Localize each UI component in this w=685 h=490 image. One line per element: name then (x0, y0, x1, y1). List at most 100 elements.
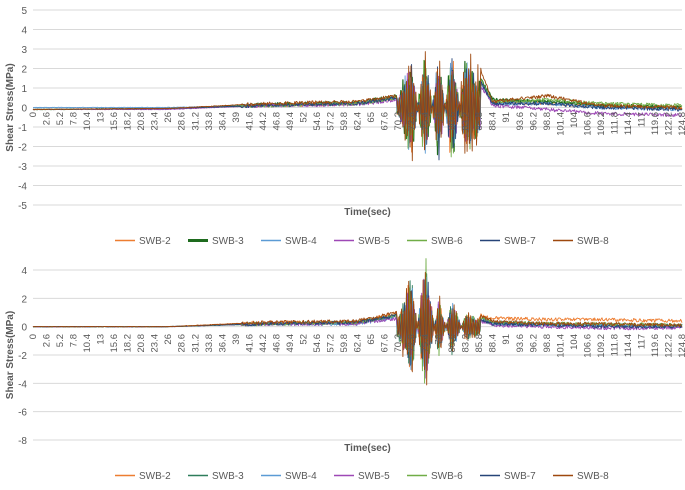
legend-label: SWB-2 (139, 471, 171, 482)
chart-top-x-ticks: 0 2.6 5.2 7.8 10.4 13 15.6 18.2 20.8 23.4 26 28.6 31… (28, 112, 685, 136)
y-tick-label: 5 (21, 6, 27, 17)
series-line-swb-8 (32, 272, 683, 386)
x-tick-label: 124.8 (677, 112, 685, 136)
x-tick-label: 49.4 (285, 112, 296, 131)
series-line-swb-8 (32, 51, 683, 162)
x-tick-label: 85.8 (474, 334, 485, 353)
chart-bottom-x-ticks: 0 2.6 5.2 7.8 10.4 13 15.6 18.2 20.8 23.4 26 28.6 31… (28, 334, 685, 358)
x-tick-label: 111.8 (609, 112, 620, 134)
legend-label: SWB-8 (577, 471, 609, 482)
y-tick-label: -1 (18, 123, 27, 134)
chart-bottom-y-ticks: 4 2 0 -2 -4 -6 -8 (18, 266, 27, 447)
legend-item-swb-6: SWB-6 (407, 471, 463, 482)
x-tick-label: 7.8 (69, 334, 80, 347)
x-tick-label: 26 (163, 334, 174, 345)
x-tick-label: 23.4 (150, 334, 161, 353)
x-tick-label: 41.6 (244, 112, 255, 131)
x-tick-label: 52 (298, 334, 309, 345)
x-tick-label: 75.4 (420, 112, 431, 131)
x-tick-label: 98.8 (542, 112, 553, 131)
x-tick-label: 59.8 (339, 112, 350, 131)
series-line-swb-5 (32, 70, 683, 152)
x-tick-label: 106.6 (582, 112, 593, 136)
legend-label: SWB-5 (358, 471, 390, 482)
x-tick-label: 13 (96, 334, 107, 345)
legend-item-swb-7: SWB-7 (480, 471, 536, 482)
y-tick-label: -4 (18, 182, 27, 193)
x-tick-label: 46.8 (271, 334, 282, 353)
y-tick-label: 4 (21, 26, 27, 37)
x-tick-label: 91 (501, 112, 512, 123)
x-tick-label: 109.2 (596, 334, 607, 358)
x-tick-label: 65 (366, 334, 377, 345)
x-tick-label: 93.6 (515, 334, 526, 353)
x-tick-label: 70.2 (393, 334, 404, 353)
x-tick-label: 117 (636, 112, 647, 127)
x-tick-label: 96.2 (528, 334, 539, 353)
chart-bottom-series (32, 258, 683, 386)
x-tick-label: 62.4 (353, 334, 364, 353)
chart-top-legend: SWB-2 SWB-3 SWB-4 SWB-5 SWB-6 SWB-7 SWB-8 (115, 236, 609, 247)
x-tick-label: 20.8 (136, 334, 147, 353)
x-tick-label: 15.6 (109, 112, 120, 131)
legend-item-swb-5: SWB-5 (334, 471, 390, 482)
y-tick-label: 0 (21, 323, 27, 334)
x-tick-label: 119.6 (650, 112, 661, 135)
y-tick-label: -3 (18, 162, 27, 173)
x-tick-label: 72.8 (407, 112, 418, 131)
x-tick-label: 36.4 (217, 334, 228, 353)
x-tick-label: 33.8 (204, 334, 215, 353)
x-tick-label: 2.6 (42, 112, 53, 125)
x-tick-label: 10.4 (82, 112, 93, 131)
x-tick-label: 15.6 (109, 334, 120, 353)
legend-item-swb-3: SWB-3 (188, 236, 244, 247)
x-tick-label: 88.4 (488, 334, 499, 353)
x-tick-label: 70.2 (393, 112, 404, 131)
x-tick-label: 72.8 (407, 334, 418, 353)
y-tick-label: -2 (18, 143, 27, 154)
x-tick-label: 117 (636, 334, 647, 349)
x-tick-label: 46.8 (271, 112, 282, 131)
y-tick-label: 2 (21, 294, 27, 305)
x-tick-label: 18.2 (123, 112, 134, 131)
y-tick-label: -2 (18, 351, 27, 362)
x-tick-label: 36.4 (217, 112, 228, 131)
legend-label: SWB-6 (431, 471, 463, 482)
x-tick-label: 65 (366, 112, 377, 123)
x-tick-label: 54.6 (312, 112, 323, 131)
x-tick-label: 67.6 (380, 112, 391, 131)
series-line-swb-6 (33, 258, 683, 384)
x-tick-label: 83.2 (461, 334, 472, 353)
legend-label: SWB-6 (431, 236, 463, 247)
x-tick-label: 75.4 (420, 334, 431, 353)
y-tick-label: 1 (21, 84, 27, 95)
x-tick-label: 83.2 (461, 112, 472, 131)
series-line-swb-5 (32, 278, 683, 379)
x-tick-label: 124.8 (677, 334, 685, 358)
x-tick-label: 7.8 (69, 112, 80, 125)
legend-label: SWB-4 (285, 471, 317, 482)
x-tick-label: 0 (28, 112, 39, 117)
legend-item-swb-4: SWB-4 (261, 471, 317, 482)
legend-item-swb-2: SWB-2 (115, 236, 171, 247)
x-tick-label: 41.6 (244, 334, 255, 353)
x-tick-label: 80.6 (447, 112, 458, 131)
chart-bottom-x-axis-label: Time(sec) (344, 443, 391, 454)
x-tick-label: 57.2 (326, 112, 337, 131)
x-tick-label: 91 (501, 334, 512, 345)
x-tick-label: 109.2 (596, 112, 607, 136)
y-tick-label: -4 (18, 379, 27, 390)
x-tick-label: 18.2 (123, 334, 134, 353)
legend-item-swb-2: SWB-2 (115, 471, 171, 482)
legend-item-swb-3: SWB-3 (188, 471, 244, 482)
legend-item-swb-8: SWB-8 (553, 471, 609, 482)
x-tick-label: 13 (96, 112, 107, 123)
x-tick-label: 106.6 (582, 334, 593, 358)
x-tick-label: 80.6 (447, 334, 458, 353)
x-tick-label: 0 (28, 334, 39, 339)
legend-label: SWB-3 (212, 471, 244, 482)
y-tick-label: 2 (21, 65, 27, 76)
x-tick-label: 54.6 (312, 334, 323, 353)
